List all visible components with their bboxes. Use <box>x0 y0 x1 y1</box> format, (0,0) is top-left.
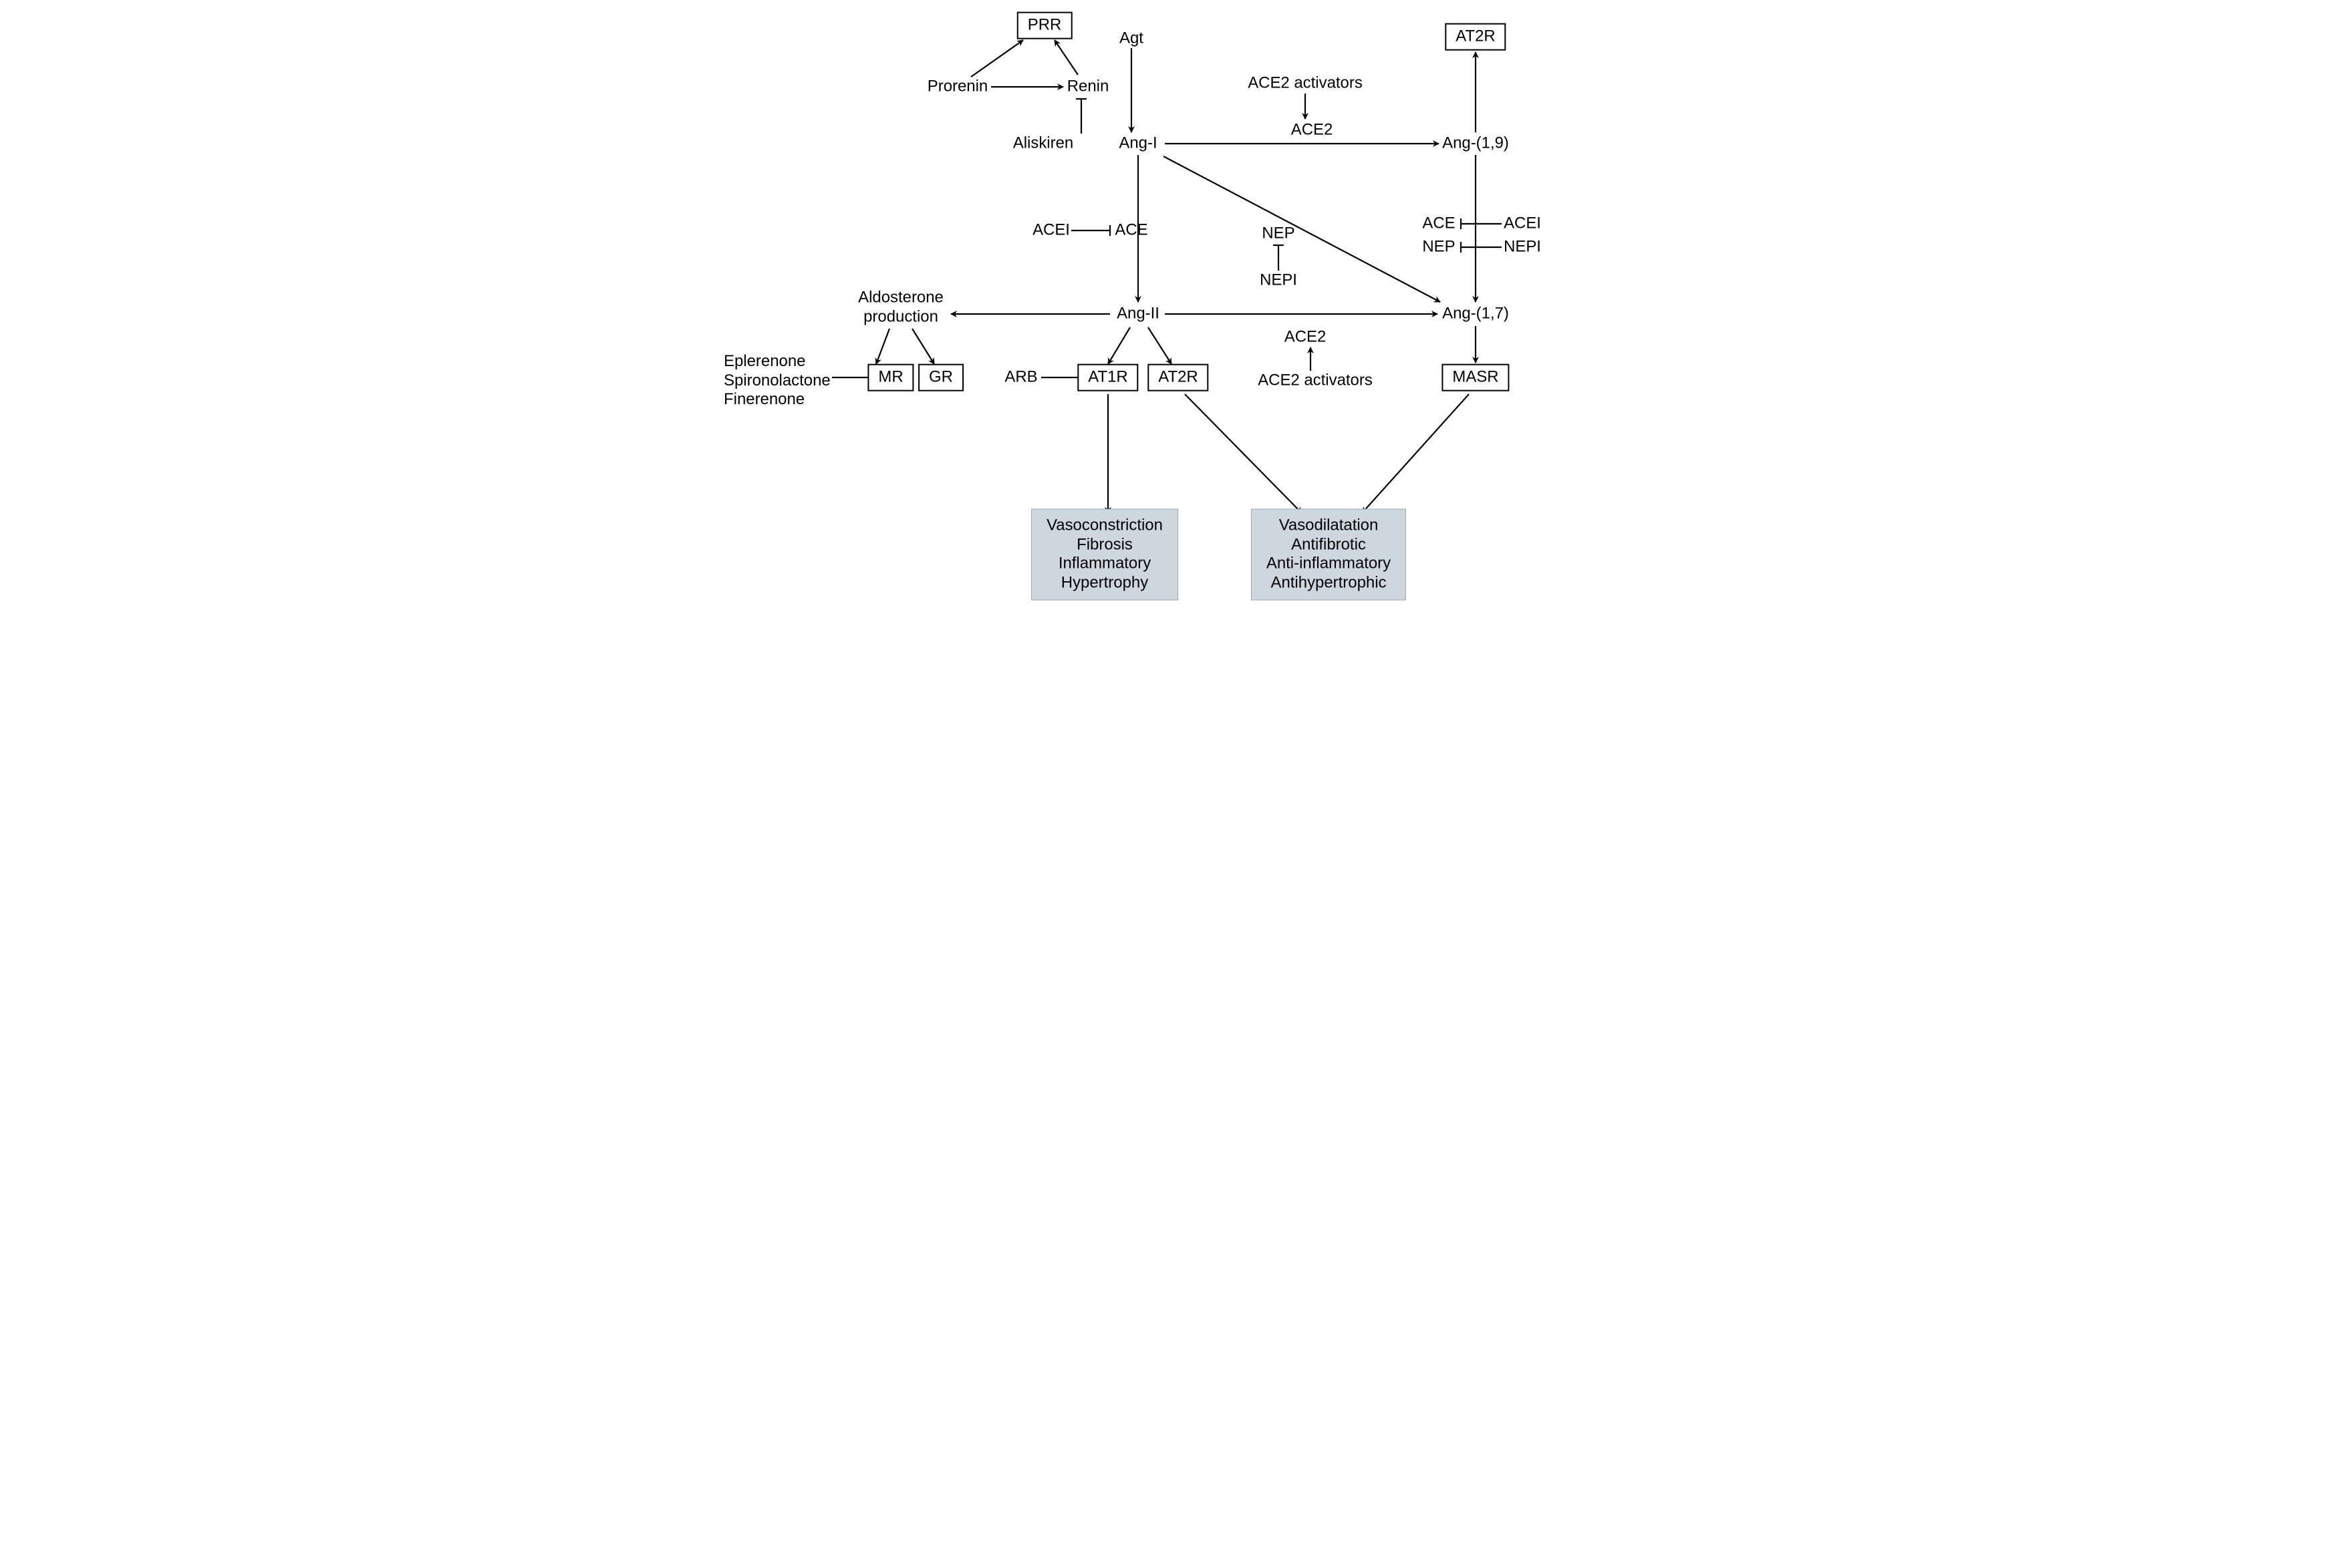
node-aliskiren: Aliskiren <box>1013 134 1073 154</box>
node-masr: MASR <box>1441 364 1509 391</box>
node-agt: Agt <box>1119 29 1143 49</box>
node-ang17: Ang-(1,7) <box>1442 305 1509 324</box>
node-out_left: Vasoconstriction Fibrosis Inflammatory H… <box>1031 509 1178 601</box>
node-ace_mid: ACE <box>1115 221 1147 241</box>
node-nep_r: NEP <box>1422 238 1455 257</box>
node-nepi: NEPI <box>1260 271 1297 291</box>
node-acei_r: ACEI <box>1504 214 1541 234</box>
node-ace2_mid: ACE2 <box>1284 328 1327 347</box>
node-ang19: Ang-(1,9) <box>1442 134 1509 154</box>
node-at1r: AT1R <box>1077 364 1138 391</box>
node-arb: ARB <box>1004 368 1037 387</box>
node-aldo: Aldosterone production <box>858 288 944 326</box>
node-ang_ii: Ang-II <box>1117 305 1159 324</box>
node-ace2act_top: ACE2 activators <box>1248 74 1363 94</box>
node-nep: NEP <box>1262 224 1294 244</box>
node-prr: PRR <box>1017 12 1073 39</box>
node-prorenin: Prorenin <box>928 77 988 97</box>
node-at2r: AT2R <box>1147 364 1208 391</box>
node-acei_left: ACEI <box>1032 221 1070 241</box>
node-renin: Renin <box>1067 77 1109 97</box>
node-ang_i: Ang-I <box>1119 134 1157 154</box>
node-ace2_top: ACE2 <box>1291 121 1333 140</box>
node-drug_list: Eplerenone Spironolactone Finerenone <box>724 352 831 410</box>
pathway-diagram: PRR Agt Prorenin Renin ACE2 activators AT2R Al… <box>704 0 1639 628</box>
node-nepi_r: NEPI <box>1504 238 1541 257</box>
node-ace2act_mid: ACE2 activators <box>1258 371 1373 391</box>
node-ace_r: ACE <box>1422 214 1455 234</box>
node-out_right: Vasodilatation Antifibrotic Anti-inflamm… <box>1251 509 1406 601</box>
node-at2r_top: AT2R <box>1445 23 1506 51</box>
node-gr: GR <box>918 364 964 391</box>
node-mr: MR <box>867 364 914 391</box>
